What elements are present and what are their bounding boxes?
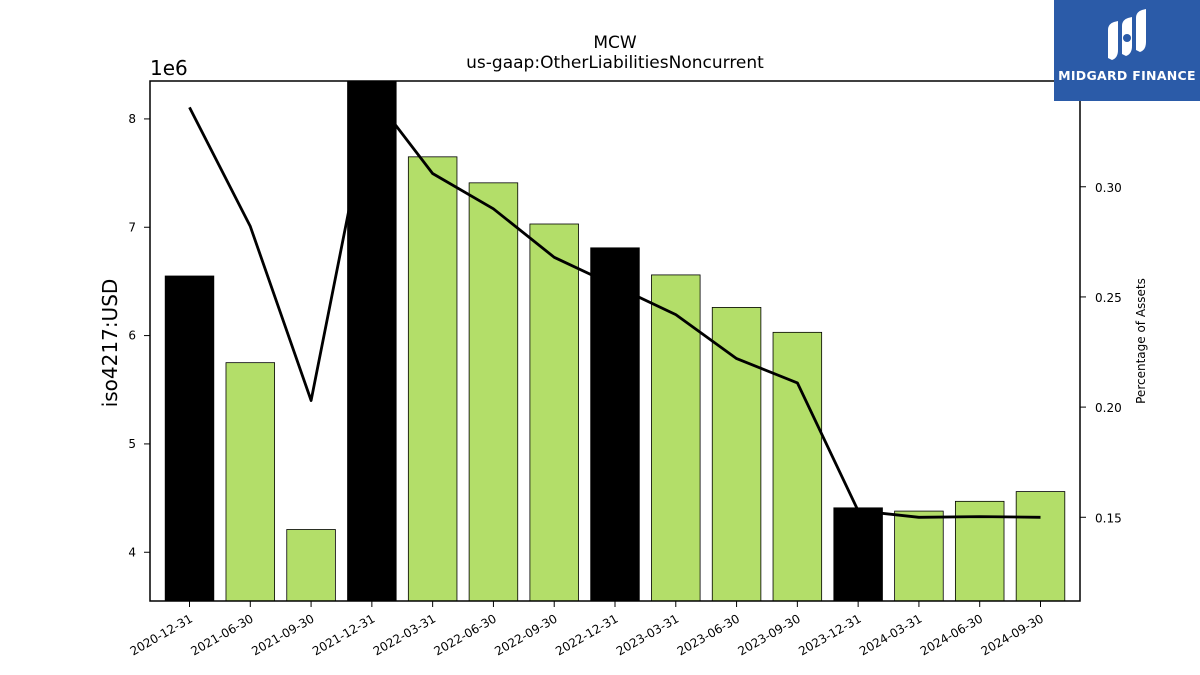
x-tick-label: 2024-09-30 [979, 611, 1046, 658]
y-axis-label: iso4217:USD [98, 279, 122, 408]
x-tick-label: 2021-06-30 [188, 611, 255, 658]
bar [286, 529, 336, 602]
bar [894, 510, 944, 602]
bar [407, 156, 458, 602]
bar [468, 182, 519, 602]
y2-tick-label: 0.20 [1095, 401, 1122, 415]
chart-subtitle: us-gaap:OtherLiabilitiesNoncurrent [466, 53, 764, 73]
logo-mark-icon [1108, 9, 1146, 60]
y2-axis-label: Percentage of Assets [1134, 278, 1148, 404]
x-tick-label: 2022-12-31 [553, 611, 620, 658]
percentage-line [188, 92, 1041, 519]
y-tick-label: 4 [128, 545, 136, 559]
x-tick-label: 2023-06-30 [675, 611, 742, 658]
y2-tick-label: 0.15 [1095, 511, 1122, 525]
x-tick-label: 2022-09-30 [492, 611, 559, 658]
bar [1015, 491, 1066, 602]
chart-title: MCW [593, 33, 637, 53]
y-tick-label: 7 [128, 220, 136, 234]
x-tick-label: 2024-03-31 [857, 611, 924, 658]
x-tick-label: 2024-06-30 [918, 611, 985, 658]
bar [590, 247, 640, 602]
x-tick-label: 2023-09-30 [735, 611, 802, 658]
x-tick-label: 2020-12-31 [128, 611, 195, 658]
y-axis-offset-label: 1e6 [150, 56, 188, 80]
y-tick-label: 8 [128, 112, 136, 126]
x-tick-label: 2023-03-31 [614, 611, 681, 658]
x-tick-label: 2021-12-31 [310, 611, 377, 658]
x-tick-label: 2021-09-30 [249, 611, 316, 658]
midgard-finance-logo: MIDGARD FINANCE [1054, 0, 1200, 101]
bar [833, 507, 883, 602]
y2-tick-label: 0.30 [1095, 181, 1122, 195]
y-tick-label: 5 [128, 437, 136, 451]
bar [164, 275, 215, 602]
bar [772, 331, 823, 602]
x-tick-label: 2022-03-31 [371, 611, 438, 658]
x-tick-label: 2022-06-30 [431, 611, 498, 658]
bar [711, 307, 762, 602]
x-tick-label: 2023-12-31 [796, 611, 863, 658]
logo-text: MIDGARD FINANCE [1058, 68, 1196, 83]
bar [651, 274, 701, 602]
bar [529, 223, 579, 602]
bar [225, 362, 276, 602]
y2-tick-label: 0.25 [1095, 291, 1122, 305]
y-tick-label: 6 [128, 329, 136, 343]
bar [347, 80, 397, 602]
